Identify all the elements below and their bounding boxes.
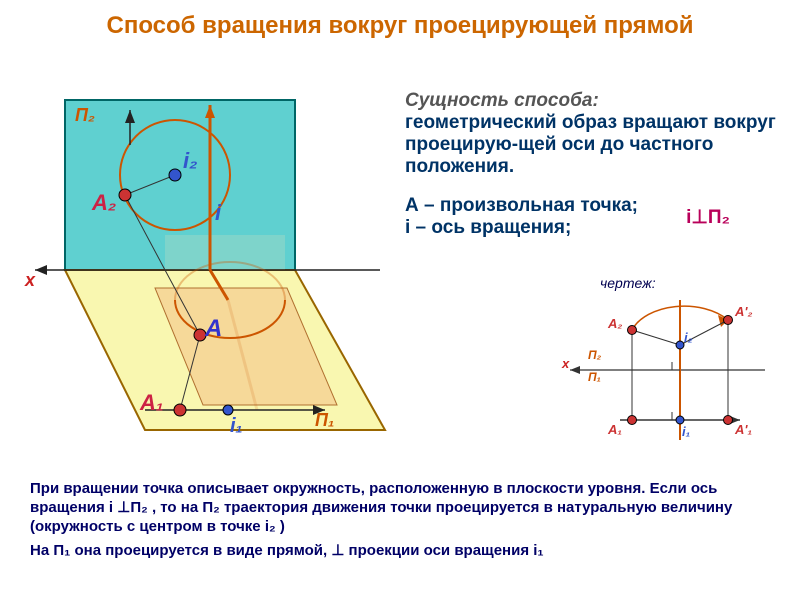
- page-title: Способ вращения вокруг проецирующей прям…: [0, 0, 800, 41]
- bottom-p2: На П₁ она проецируется в виде прямой, ⊥ …: [30, 542, 770, 561]
- s-label-A1: A₁: [608, 422, 622, 437]
- s-x-arrow: [570, 366, 580, 374]
- s-pt-A1: [628, 416, 637, 425]
- point-i2: [169, 169, 181, 181]
- inner-p2-plane: [165, 235, 285, 270]
- label-i2: i₂: [183, 148, 198, 174]
- label-A2: A₂: [92, 190, 116, 216]
- label-p1: П₁: [315, 410, 334, 431]
- s-label-p1: П₁: [588, 370, 601, 384]
- s-rad-a2: [632, 330, 680, 345]
- overlay-red-perp: i⊥П₂: [390, 205, 770, 231]
- essence-head: Сущность способа:: [405, 90, 785, 112]
- s-pt-Ap1: [724, 416, 733, 425]
- point-i1: [223, 405, 233, 415]
- essence-body: геометрический образ вращают вокруг прое…: [405, 112, 785, 178]
- s-label-A2: A₂: [608, 316, 622, 331]
- s-label-x: x: [562, 356, 569, 371]
- label-x: x: [25, 270, 35, 291]
- s-pt-Ap2: [724, 316, 733, 325]
- label-i: i: [215, 200, 221, 226]
- point-A2: [119, 189, 131, 201]
- s-label-i1: i₁: [682, 424, 690, 439]
- label-i1: i₁: [230, 415, 243, 438]
- small-diagram-caption: чертеж:: [600, 275, 656, 291]
- overlay-red: i⊥П₂: [390, 205, 770, 231]
- label-A1: A₁: [140, 390, 164, 416]
- small-diagram: x П₂ П₁ A₂ A'₂ i₂ A₁ A'₁ i₁: [560, 290, 780, 460]
- label-A: A: [205, 315, 222, 343]
- s-perp-top: [672, 362, 680, 370]
- s-label-Ap1: A'₁: [735, 422, 752, 437]
- essence-block: Сущность способа: геометрический образ в…: [405, 90, 785, 177]
- point-A1: [174, 404, 186, 416]
- s-pt-i2: [676, 341, 684, 349]
- x-axis-arrow: [35, 265, 47, 275]
- s-label-p2: П₂: [588, 348, 601, 362]
- label-p2: П₂: [75, 105, 95, 126]
- s-pt-i1: [676, 416, 684, 424]
- s-label-i2: i₂: [684, 330, 693, 345]
- bottom-p1: При вращении точка описывает окружность,…: [30, 480, 770, 536]
- main-diagram: П₂ П₁ x A₂ i₂ i A A₁ i₁: [25, 90, 405, 460]
- s-pt-A2: [628, 326, 637, 335]
- s-label-Ap2: A'₂: [735, 304, 752, 319]
- bottom-text: При вращении точка описывает окружность,…: [30, 480, 770, 561]
